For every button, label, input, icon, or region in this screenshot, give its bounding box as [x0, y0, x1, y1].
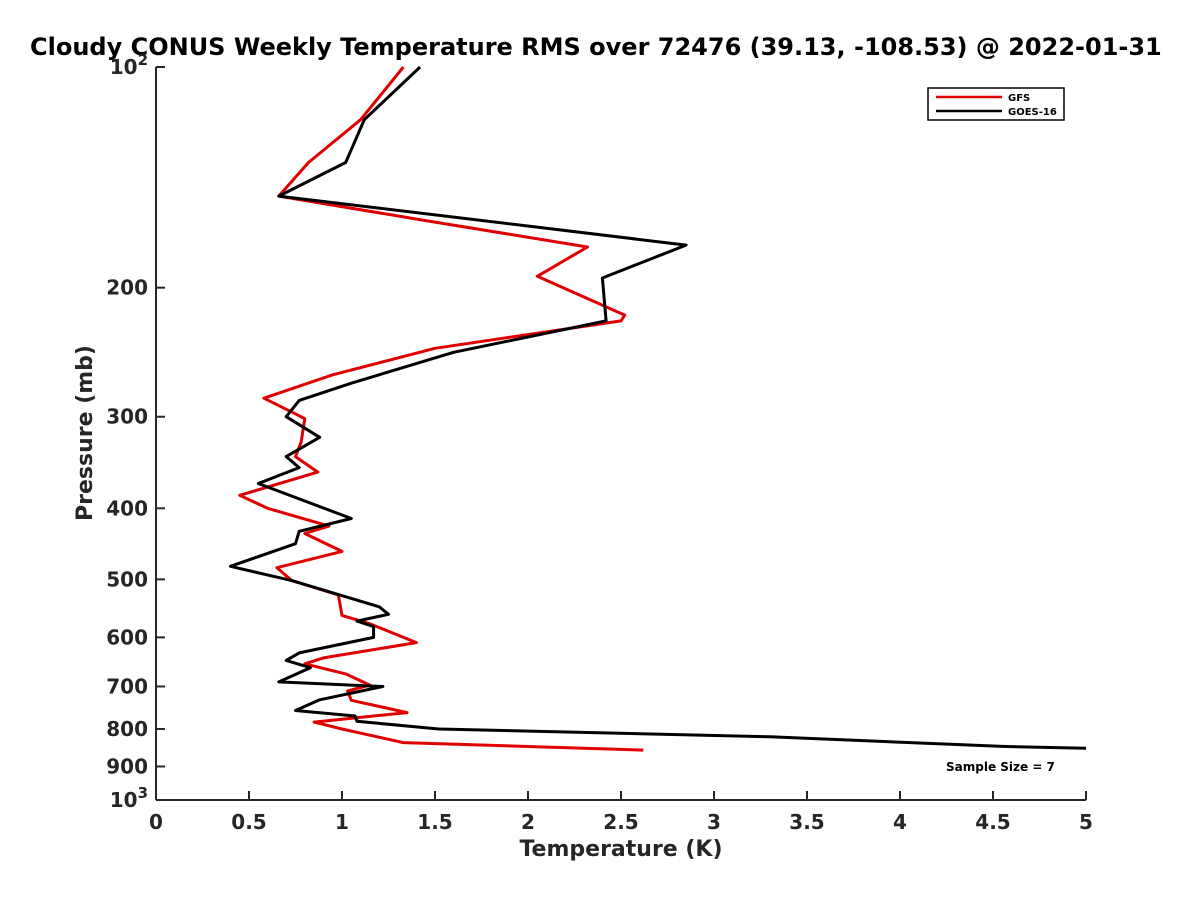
y-tick-label: 300	[106, 405, 148, 429]
x-tick-label: 3.5	[789, 810, 824, 834]
x-tick-label: 1	[335, 810, 349, 834]
series-layer	[228, 65, 1087, 752]
y-tick-label: 600	[106, 625, 148, 649]
x-ticks: 0 0.5 1 1.5 2 2.5 3 3.5 4 4.5 5	[149, 791, 1093, 834]
x-tick-label: 3	[707, 810, 721, 834]
x-axis-label: Temperature (K)	[519, 837, 722, 862]
x-tick-label: 4.5	[975, 810, 1010, 834]
y-ticks: 102 200 300 400 500 600 700 800 900 103	[106, 51, 165, 812]
legend-box	[927, 87, 1065, 121]
legend: GFS GOES-16	[927, 87, 1065, 121]
series-line-gfs	[238, 66, 644, 752]
x-tick-label: 2	[521, 810, 535, 834]
y-tick-label: 900	[106, 754, 148, 778]
x-tick-label: 2.5	[603, 810, 638, 834]
x-tick-label: 0	[149, 810, 163, 834]
legend-entry-goes-16: GOES-16	[1008, 107, 1057, 118]
y-tick-label: 500	[106, 567, 148, 591]
y-tick-label: 700	[106, 674, 148, 698]
y-tick-label: 800	[106, 717, 148, 741]
y-tick-label: 103	[110, 784, 148, 812]
y-axis-label: Pressure (mb)	[73, 345, 98, 521]
x-tick-label: 1.5	[417, 810, 452, 834]
y-tick-label: 102	[110, 51, 148, 79]
sample-size-annotation: Sample Size = 7	[946, 760, 1055, 774]
x-tick-label: 0.5	[231, 810, 266, 834]
y-tick-label: 400	[106, 496, 148, 520]
x-tick-label: 5	[1079, 810, 1093, 834]
x-tick-label: 4	[893, 810, 907, 834]
legend-entry-gfs: GFS	[1008, 93, 1030, 104]
series-line-goes-16	[228, 65, 1087, 750]
y-tick-label: 200	[106, 276, 148, 300]
chart-title: Cloudy CONUS Weekly Temperature RMS over…	[30, 33, 1162, 61]
